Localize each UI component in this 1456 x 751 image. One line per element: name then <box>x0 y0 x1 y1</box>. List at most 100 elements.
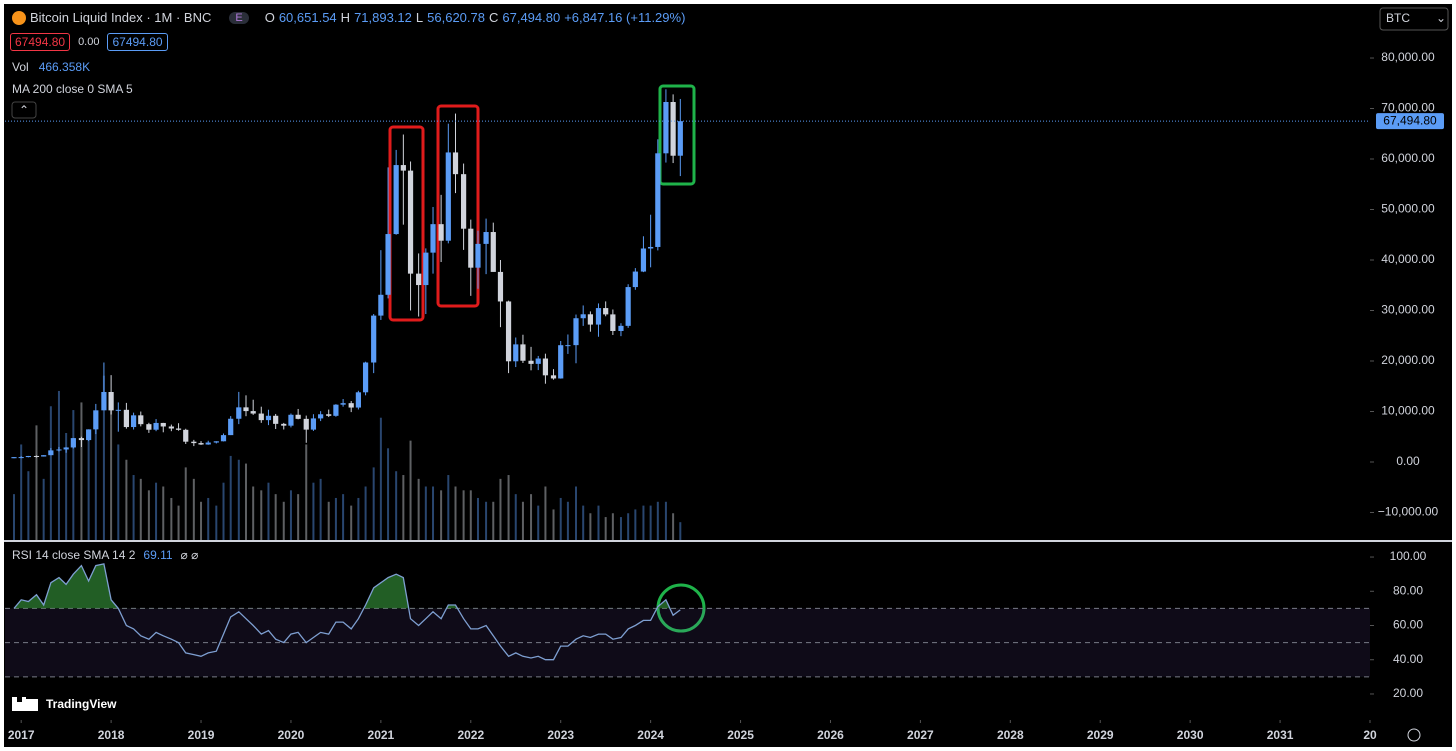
x-tick-label: 2021 <box>368 728 395 742</box>
vol-title: Vol <box>12 60 29 74</box>
candle-body <box>70 438 76 448</box>
settings-icon[interactable] <box>1407 728 1421 742</box>
candle-body <box>460 174 467 229</box>
candle-body <box>295 414 301 419</box>
volume-bar <box>35 425 38 540</box>
volume-bar <box>530 494 533 540</box>
volume-bar <box>611 513 614 540</box>
candle-body <box>25 455 31 458</box>
y-tick-label: 40,000.00 <box>1381 252 1435 266</box>
rsi-tick-label: 60.00 <box>1393 618 1423 632</box>
x-tick-label: 2027 <box>907 728 934 742</box>
rsi-tick-label: 40.00 <box>1393 652 1423 666</box>
volume-bar <box>597 505 600 540</box>
volume-bar <box>117 444 120 540</box>
candle-body <box>505 301 512 362</box>
volume-bar <box>192 478 195 540</box>
volume-bar <box>260 490 263 540</box>
candle-body <box>520 344 526 361</box>
badge: E <box>229 11 249 24</box>
volume-bar <box>679 522 682 540</box>
volume-bar <box>42 478 45 540</box>
candle-body <box>93 410 99 430</box>
candle-body <box>146 424 152 430</box>
candle-body <box>393 165 399 235</box>
x-tick-label: 2023 <box>547 728 574 742</box>
y-tick-label: 0.00 <box>1396 454 1420 468</box>
candle-body <box>153 422 159 430</box>
volume-bar <box>139 478 142 540</box>
volume-bar <box>305 444 308 540</box>
x-tick-label: 2026 <box>817 728 844 742</box>
x-tick-label: 2029 <box>1087 728 1114 742</box>
volume-bar <box>252 486 255 540</box>
volume-bar <box>87 436 90 540</box>
candle-body <box>130 415 137 428</box>
volume-bar <box>424 486 427 540</box>
volume-bar <box>582 505 585 540</box>
candle-body <box>528 360 534 364</box>
candle-body <box>625 287 631 326</box>
volume-legend: Vol 466.358K <box>12 60 90 74</box>
candle-body <box>63 447 69 450</box>
rsi-tick-label: 80.00 <box>1393 583 1423 597</box>
candle-body <box>468 228 474 268</box>
volume-bar <box>222 482 225 540</box>
volume-bar <box>125 459 128 540</box>
candle-body <box>438 224 444 241</box>
volume-bar <box>297 494 300 540</box>
volume-bar <box>102 375 105 540</box>
candle-body <box>108 391 114 411</box>
candle-body <box>558 345 564 379</box>
candle-body <box>258 413 264 421</box>
volume-bar <box>364 486 367 540</box>
logo-icon <box>12 697 38 711</box>
highlight-box <box>436 104 480 308</box>
volume-bar <box>552 509 555 540</box>
volume-bar <box>462 490 465 540</box>
volume-bar <box>627 513 630 540</box>
highlight-box <box>658 84 696 186</box>
candle-body <box>250 411 256 414</box>
candle-body <box>550 375 557 379</box>
rsi-band-fill <box>5 608 1370 677</box>
candle-body <box>542 358 549 376</box>
bid[interactable]: 67494.80 <box>10 33 71 51</box>
candle-body <box>355 392 361 408</box>
volume-bar <box>521 501 524 540</box>
volume-bar <box>312 482 315 540</box>
symbol-select[interactable] <box>1379 7 1449 31</box>
change: +6,847.16 (+11.29%) <box>564 10 686 25</box>
legend-row: Bitcoin Liquid Index · 1M · BNC E O 60,65… <box>12 10 685 25</box>
collapse-button[interactable] <box>11 101 37 119</box>
candle-body <box>168 426 174 429</box>
x-tick-label: 2030 <box>1177 728 1204 742</box>
candle-body <box>648 246 654 249</box>
volume-bar <box>350 505 353 540</box>
x-tick-label: 2017 <box>8 728 35 742</box>
volume-bar <box>469 490 472 540</box>
candle-body <box>48 450 54 456</box>
volume-bar <box>379 417 382 540</box>
volume-bar <box>492 501 495 540</box>
volume-bar <box>27 471 30 540</box>
ask[interactable]: 67494.80 <box>107 33 168 51</box>
candle-body <box>326 414 332 416</box>
volume-bar <box>207 497 210 540</box>
symbol: Bitcoin Liquid Index · 1M · BNC <box>30 10 212 25</box>
x-tick-label: 2031 <box>1267 728 1294 742</box>
candle-body <box>56 449 62 451</box>
volume-bar <box>372 467 375 540</box>
volume-bar <box>177 505 180 540</box>
rsi-line <box>13 563 681 661</box>
candle-body <box>220 435 227 442</box>
candle-body <box>175 428 182 430</box>
dropdown-arrow: ⌄ <box>1436 11 1446 25</box>
volume-bar <box>289 490 292 540</box>
volume-bar <box>215 505 218 540</box>
ohlc-letter: L <box>415 10 424 25</box>
candle-body <box>273 415 279 424</box>
candle-body <box>371 315 377 363</box>
